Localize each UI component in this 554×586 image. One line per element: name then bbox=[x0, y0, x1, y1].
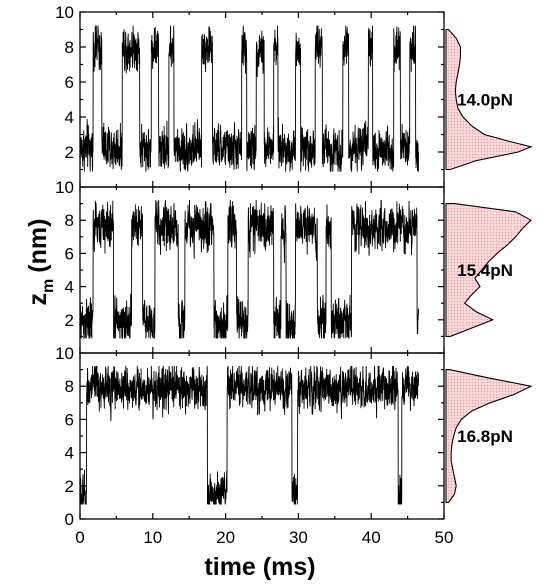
force-label-1: 14.0pN bbox=[457, 91, 513, 110]
x-tick-labels: 0 10 20 30 40 50 bbox=[75, 528, 453, 547]
trace-16.8pN bbox=[79, 365, 419, 505]
panel-3: 0 2 4 6 8 10 16.8pN bbox=[55, 344, 533, 529]
histogram-16.8pN bbox=[445, 369, 533, 503]
svg-text:zm(nm): zm (nm) bbox=[24, 219, 57, 306]
x-tick-label: 50 bbox=[435, 528, 454, 547]
trace-14.0pN bbox=[79, 25, 419, 172]
panel-frame bbox=[79, 186, 445, 354]
force-label-3: 16.8pN bbox=[457, 427, 513, 446]
y-tick-label: 4 bbox=[65, 444, 74, 463]
x-axis-title: time (ms) bbox=[204, 553, 315, 581]
y-axis-title-main: z bbox=[24, 293, 52, 306]
y-tick-label: 0 bbox=[65, 510, 74, 529]
y-axis-title-subscript: m bbox=[40, 279, 57, 293]
x-tick-label: 10 bbox=[143, 528, 162, 547]
y-tick-label: 10 bbox=[55, 344, 74, 363]
y-tick-label: 2 bbox=[65, 477, 74, 496]
y-tick-label: 10 bbox=[55, 178, 74, 197]
histogram-14.0pN bbox=[445, 28, 533, 171]
panel-1: 2 4 6 8 10 14.0pN bbox=[55, 3, 533, 188]
panel-2: 2 4 6 8 10 15.4pN bbox=[55, 178, 532, 354]
x-tick-label: 0 bbox=[75, 528, 84, 547]
y-tick-label: 2 bbox=[65, 311, 74, 330]
y-tick-label: 6 bbox=[65, 410, 74, 429]
y-tick-label: 2 bbox=[65, 143, 74, 162]
panels: 2 4 6 8 10 14.0pN 2 4 6 8 10 15.4pN 0 2 4 6 8 10 16.8pN 0 10… bbox=[55, 3, 533, 547]
x-tick-label: 30 bbox=[289, 528, 308, 547]
x-tick-label: 20 bbox=[216, 528, 235, 547]
y-axis-title: zm (nm) bbox=[24, 219, 57, 306]
y-tick-label: 8 bbox=[65, 377, 74, 396]
x-tick-label: 40 bbox=[362, 528, 381, 547]
y-tick-label: 8 bbox=[65, 211, 74, 230]
y-tick-label: 4 bbox=[65, 278, 74, 297]
y-tick-label: 6 bbox=[65, 73, 74, 92]
y-tick-label: 6 bbox=[65, 244, 74, 263]
trace-15.4pN bbox=[79, 199, 419, 339]
y-axis-title-unit: (nm) bbox=[24, 219, 52, 273]
y-tick-label: 8 bbox=[65, 38, 74, 57]
histogram-15.4pN bbox=[445, 203, 532, 337]
y-tick-label: 10 bbox=[55, 3, 74, 22]
y-tick-label: 4 bbox=[65, 108, 74, 127]
force-label-2: 15.4pN bbox=[457, 261, 513, 280]
